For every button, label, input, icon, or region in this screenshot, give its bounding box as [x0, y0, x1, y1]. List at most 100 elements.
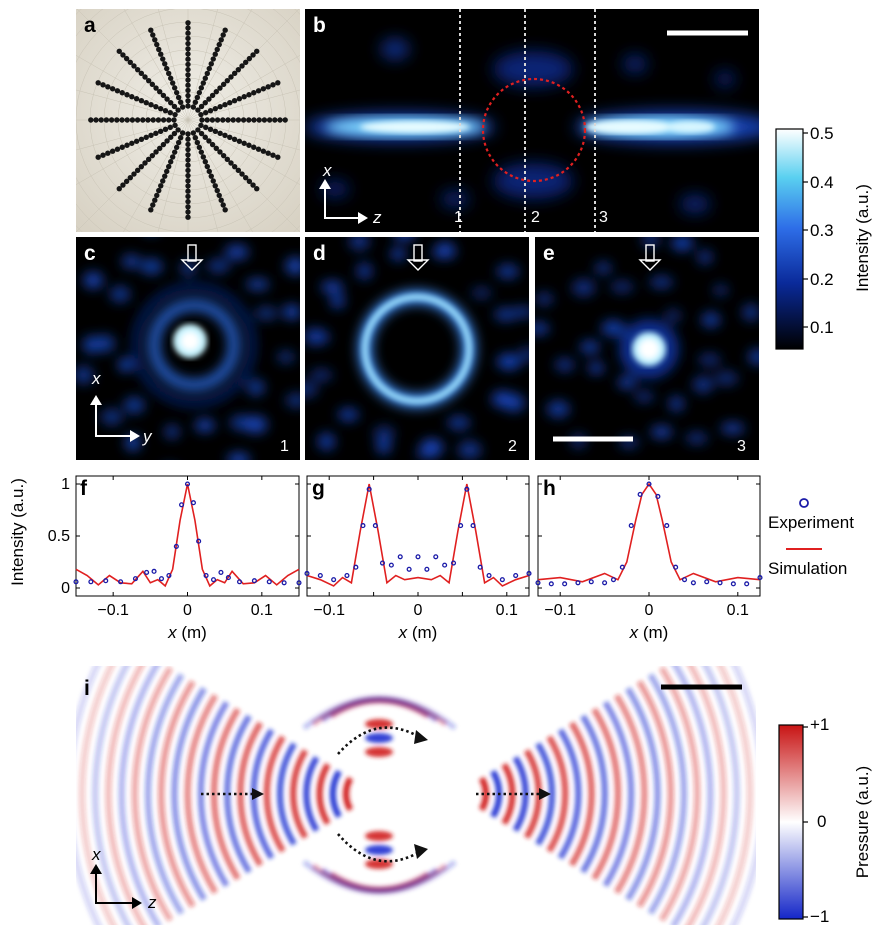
panel-label-i: i [84, 677, 90, 700]
experiment-point [406, 566, 412, 572]
speckle [285, 257, 300, 275]
lens-bead [179, 104, 186, 110]
lens-bead [109, 148, 116, 154]
speckle [277, 351, 295, 363]
plane-number-3: 3 [737, 438, 746, 455]
lens-bead [134, 117, 141, 123]
experiment-point [458, 523, 464, 529]
lens-bead [192, 135, 199, 141]
lens-bead [282, 117, 288, 123]
lens-bead [239, 171, 245, 177]
x-axis-label: x (m) [167, 623, 207, 642]
lens-bead [95, 80, 101, 86]
lens-bead [138, 98, 145, 104]
speckle [83, 272, 104, 289]
lens-bead [145, 117, 151, 123]
plot-frame [537, 475, 761, 597]
lens-bead [120, 182, 126, 188]
pressure-colorbar-label: Pressure (a.u.) [853, 766, 872, 878]
lens-bead [88, 117, 94, 123]
y-tick-label: 1 [61, 476, 70, 493]
lens-bead [133, 138, 140, 144]
lens-bead [198, 130, 205, 137]
lens-bead [157, 89, 163, 95]
speckle [140, 258, 163, 275]
experiment-point [646, 481, 652, 487]
lens-bead [208, 173, 214, 179]
experiment-point [344, 572, 350, 579]
lens-bead [185, 193, 191, 200]
experiment-point [360, 523, 366, 529]
experiment-point [331, 577, 337, 583]
experiment-point [499, 577, 505, 583]
lens-bead [157, 128, 164, 135]
lens-bead [203, 109, 209, 116]
wavefront [670, 666, 714, 925]
speckle [76, 366, 94, 384]
x-tick-label: 0 [414, 602, 423, 619]
lens-bead [231, 70, 238, 77]
experiment-point [486, 572, 492, 579]
lens-bead [194, 139, 201, 146]
lens-bead [185, 183, 191, 189]
speckle [285, 393, 300, 408]
wavefront [76, 666, 102, 925]
panel-label-c: c [84, 242, 96, 265]
lens-bead [228, 74, 234, 80]
wavefront [535, 742, 555, 846]
experiment-point [353, 564, 359, 570]
wavefront [277, 742, 297, 846]
lens-bead [246, 142, 252, 148]
lens-bead [152, 37, 158, 43]
wavefront [197, 700, 230, 888]
lens-bead [208, 61, 214, 67]
lens-bead [246, 92, 252, 98]
experiment-point [372, 523, 378, 529]
experiment-point [388, 562, 394, 568]
wavefront [659, 666, 701, 922]
panel-label-b: b [313, 14, 326, 37]
speckle [535, 293, 554, 305]
lens-bead [162, 126, 169, 133]
speckle [356, 262, 372, 280]
panel-b-intensity-map: x z 1 2 3 b [305, 9, 759, 232]
lens-bead [210, 56, 216, 62]
lens-bead [266, 117, 273, 123]
lens-bead [185, 214, 191, 220]
lens-bead [240, 117, 247, 123]
lens-bead [124, 117, 130, 123]
lens-bead [198, 103, 205, 110]
lobe-stripe [365, 719, 393, 729]
lens-bead [175, 139, 182, 146]
plot-f: −0.1 0 0.1 0 0.5 1 x (m) [48, 475, 302, 642]
lens-bead [254, 186, 260, 192]
speckle [748, 348, 759, 365]
pressure-tick: 0 [817, 812, 826, 831]
experiment-point [415, 554, 421, 560]
experiment-point [562, 581, 568, 587]
lens-bead [166, 117, 172, 123]
experiment-point [88, 579, 94, 585]
lens-bead [160, 178, 166, 184]
wavefront [647, 673, 687, 915]
speckle [110, 286, 131, 302]
lens-bead [260, 86, 267, 92]
lens-bead [270, 152, 276, 158]
speckle [601, 320, 625, 336]
x-tick-label: 0.1 [496, 602, 518, 619]
lens-bead [158, 51, 164, 57]
side-intensity-map: x z 1 2 3 [305, 9, 759, 232]
plot-frame [75, 475, 300, 597]
experiment-point [442, 562, 448, 568]
lens-bead [156, 46, 162, 53]
experiment-point [619, 564, 625, 570]
speckle [125, 435, 141, 451]
experiment-point [132, 576, 139, 582]
lens-bead [138, 70, 145, 77]
lens-bead [209, 141, 216, 148]
lens-bead [251, 117, 257, 123]
speckle [101, 409, 123, 425]
speckle [502, 394, 525, 412]
lens-bead [171, 149, 178, 155]
x-axis-label: x (m) [629, 623, 669, 642]
